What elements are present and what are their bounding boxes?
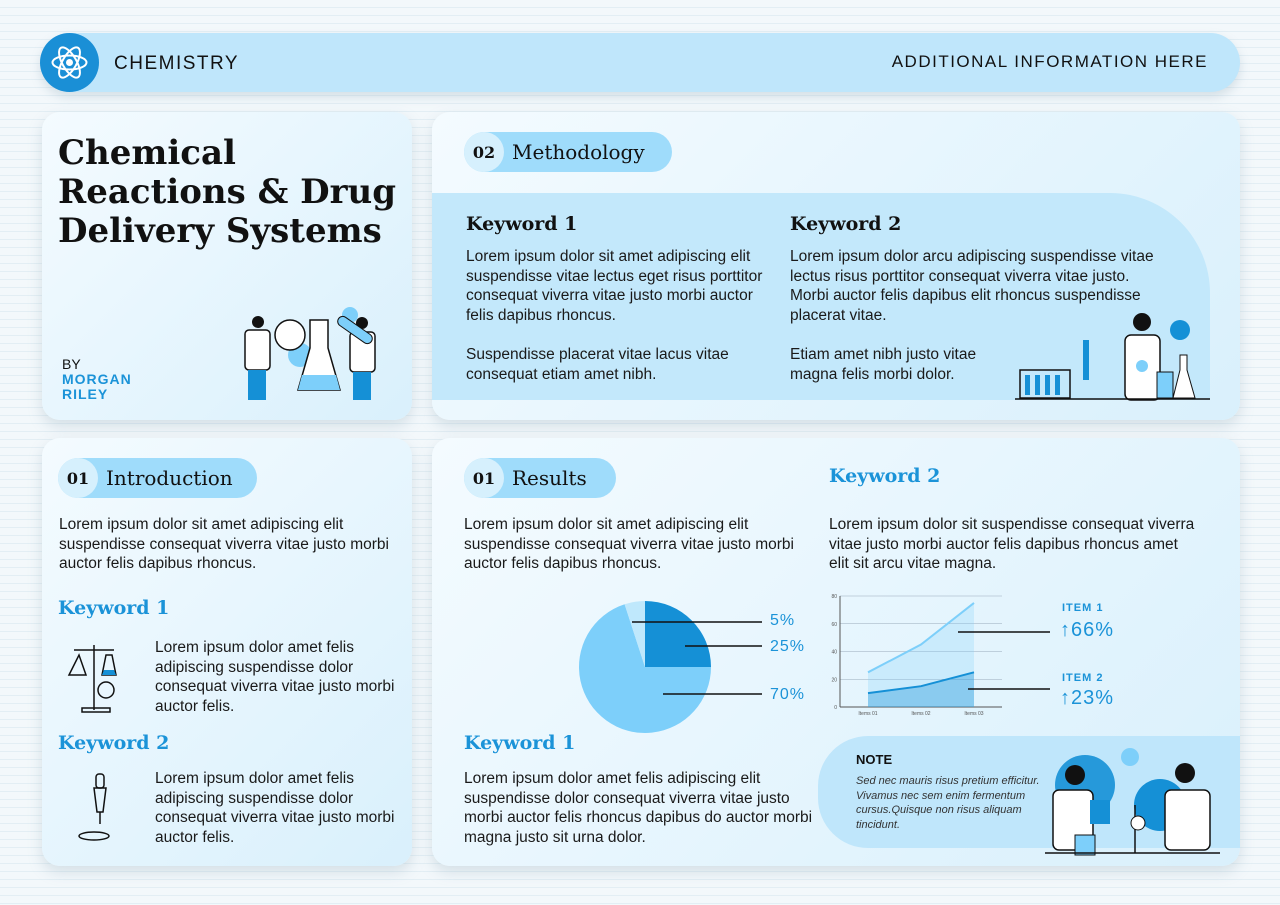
intro-keyword-1-title: Keyword 1 — [58, 597, 170, 619]
y-tick-label: 20 — [831, 677, 837, 683]
intro-keyword-2-text: Lorem ipsum dolor amet felis adipiscing … — [155, 770, 395, 846]
dropper-icon — [78, 773, 110, 841]
x-tick-label: Items 01 — [858, 711, 877, 717]
by-label: BY — [62, 356, 81, 372]
area-chart: 0 20 40 60 80 Items 01 Items 02 Items 03 — [831, 594, 1050, 717]
series-area — [868, 602, 974, 707]
series-area — [868, 672, 974, 707]
additional-info: ADDITIONAL INFORMATION HERE — [891, 52, 1208, 71]
pie-slice-5% — [624, 601, 645, 667]
methodology-keyword-1-p2: Suspendisse placerat vitae lacus vitae c… — [466, 346, 729, 383]
pie-label-5: 5% — [770, 612, 796, 629]
item-1-value: ↑66% — [1060, 619, 1115, 641]
results-keyword-1-title: Keyword 1 — [464, 732, 576, 754]
pie-slice-25% — [645, 601, 711, 667]
author-first: MORGAN — [62, 371, 132, 387]
atom-icon — [40, 33, 99, 92]
section-number: 01 — [58, 458, 98, 498]
results-pill: 01 Results — [464, 458, 616, 498]
intro-keyword-1-text: Lorem ipsum dolor amet felis adipiscing … — [155, 639, 395, 715]
intro-keyword-2-title: Keyword 2 — [58, 732, 170, 754]
section-number: 01 — [464, 458, 504, 498]
methodology-keyword-2-p1: Lorem ipsum dolor arcu adipiscing suspen… — [790, 248, 1154, 324]
results-keyword-1-text: Lorem ipsum dolor amet felis adipiscing … — [464, 770, 813, 846]
pie-label-25: 25% — [770, 638, 806, 655]
note-title: NOTE — [856, 752, 893, 767]
results-keyword-2-title: Keyword 2 — [829, 465, 941, 487]
pie-label-70: 70% — [770, 686, 806, 703]
scientists-team-illustration — [1045, 748, 1220, 856]
section-label: Methodology — [512, 140, 645, 164]
x-tick-label: Items 03 — [964, 711, 983, 717]
section-label: Introduction — [106, 466, 233, 490]
page-title: Chemical Reactions & Drug Delivery Syste… — [58, 133, 397, 251]
series-line — [867, 671, 975, 695]
methodology-keyword-1-title: Keyword 1 — [466, 213, 578, 235]
methodology-pill: 02 Methodology — [464, 132, 672, 172]
y-tick-label: 0 — [834, 705, 837, 711]
lab-scientist-illustration — [1015, 313, 1210, 401]
item-1-label: ITEM 1 — [1062, 602, 1104, 614]
section-number: 02 — [464, 132, 504, 172]
series-line — [867, 602, 975, 674]
x-tick-label: Items 02 — [911, 711, 930, 717]
author-last: RILEY — [62, 386, 109, 402]
y-tick-label: 60 — [831, 622, 837, 628]
y-tick-label: 80 — [831, 594, 837, 600]
header-bar — [40, 33, 1240, 92]
item-2-label: ITEM 2 — [1062, 672, 1104, 684]
subject-label: CHEMISTRY — [114, 53, 240, 74]
introduction-text: Lorem ipsum dolor sit amet adipiscing el… — [59, 516, 389, 572]
introduction-card — [42, 438, 412, 866]
methodology-keyword-1-p1: Lorem ipsum dolor sit amet adipiscing el… — [466, 248, 763, 324]
results-text: Lorem ipsum dolor sit amet adipiscing el… — [464, 516, 794, 572]
lab-apparatus-icon — [67, 645, 117, 713]
y-tick-label: 40 — [831, 650, 837, 656]
scientists-illustration — [244, 307, 376, 400]
note-text: Sed nec mauris risus pretium efficitur. … — [856, 775, 1040, 831]
methodology-keyword-2-p2: Etiam amet nibh justo vitae magna felis … — [790, 346, 977, 383]
methodology-band — [432, 193, 1210, 400]
item-2-value: ↑23% — [1060, 687, 1115, 709]
pie-chart — [579, 601, 762, 733]
results-keyword-2-text: Lorem ipsum dolor sit suspendisse conseq… — [829, 516, 1195, 572]
introduction-pill: 01 Introduction — [58, 458, 257, 498]
section-label: Results — [512, 466, 587, 490]
methodology-keyword-2-title: Keyword 2 — [790, 213, 902, 235]
pie-slice-70% — [579, 604, 711, 733]
